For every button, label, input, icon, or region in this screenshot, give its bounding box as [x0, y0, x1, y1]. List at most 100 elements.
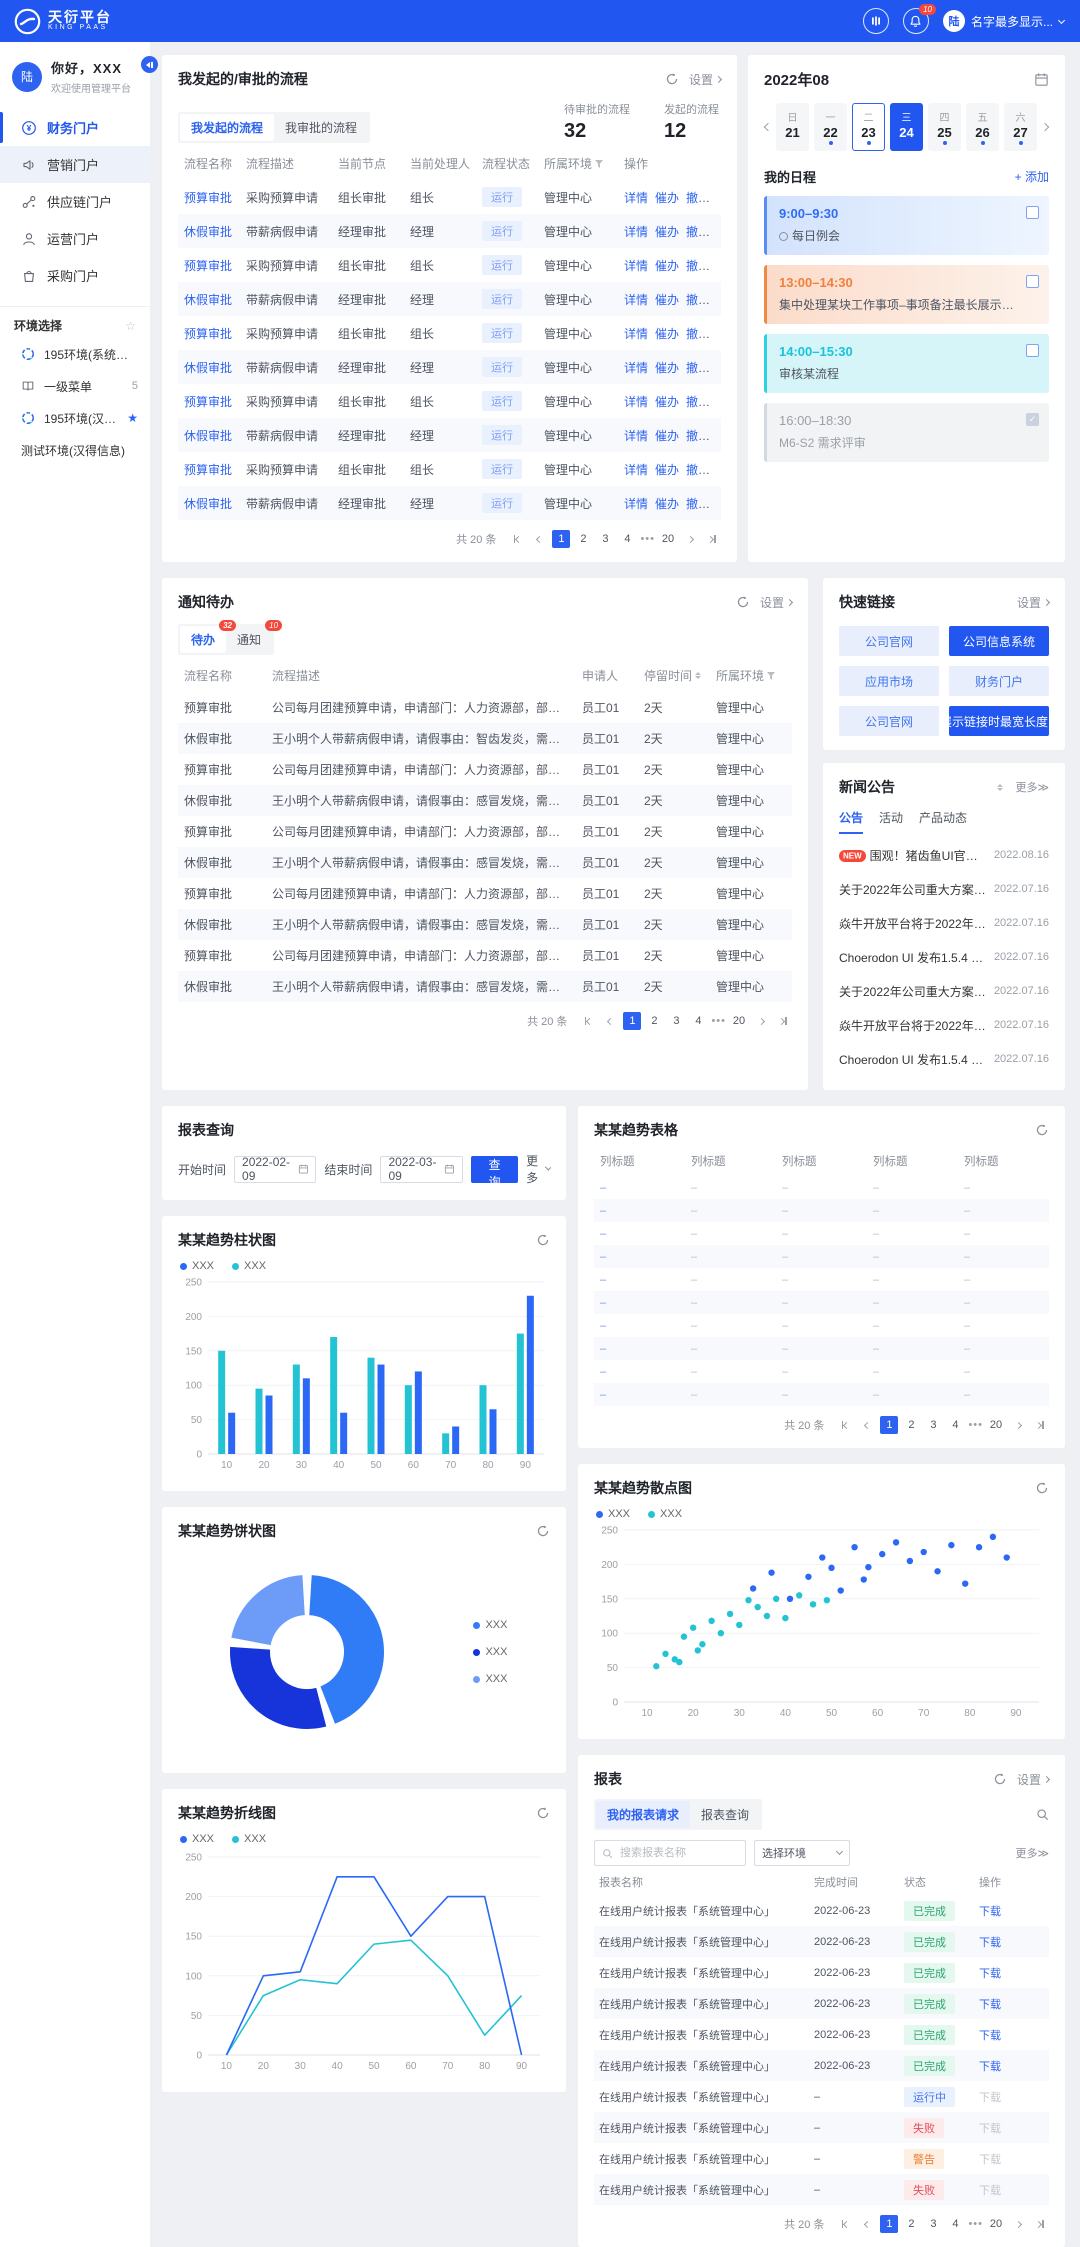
- tab-activity[interactable]: 活动: [879, 811, 904, 825]
- action-link[interactable]: 催办: [655, 394, 680, 409]
- apps-icon[interactable]: [862, 8, 889, 34]
- tab-announcement[interactable]: 公告: [839, 809, 864, 834]
- page-button[interactable]: 4: [624, 533, 631, 545]
- pager-first[interactable]: [508, 530, 526, 548]
- calendar-next-button[interactable]: [1040, 122, 1050, 132]
- start-date-input[interactable]: 2022-02-09: [234, 1155, 317, 1183]
- download-link[interactable]: 下载: [979, 1905, 1001, 1918]
- legend-item[interactable]: XXX: [232, 1260, 266, 1272]
- calendar-day[interactable]: 四 25: [928, 103, 961, 151]
- calendar-day[interactable]: 日 21: [776, 103, 809, 151]
- tab-product-news[interactable]: 产品动态: [919, 811, 968, 825]
- action-link[interactable]: 撤回: [686, 292, 711, 307]
- bell-icon[interactable]: 10: [902, 4, 936, 34]
- quick-link-button[interactable]: 展示链接时最宽长度...: [949, 706, 1049, 736]
- flow-name[interactable]: 预算审批: [184, 326, 233, 341]
- sidebar-env-195-hand[interactable]: 195环境(汉得信息) ★: [0, 402, 150, 434]
- action-link[interactable]: 催办: [655, 462, 680, 477]
- download-link[interactable]: 下载: [979, 1998, 1001, 2011]
- action-link[interactable]: 撤回: [686, 394, 711, 409]
- add-schedule-button[interactable]: + 添加: [1014, 170, 1049, 184]
- event-checkbox[interactable]: [1026, 206, 1039, 219]
- sidebar-collapse-button[interactable]: [141, 56, 158, 73]
- flow-name[interactable]: 预算审批: [184, 462, 233, 477]
- quick-link-button[interactable]: 公司官网: [839, 706, 939, 736]
- brand-logo[interactable]: 天衍平台 KING PAAS: [14, 8, 112, 35]
- quick-link-button[interactable]: 应用市场: [839, 666, 939, 696]
- legend-item[interactable]: XXX: [232, 1833, 266, 1845]
- pager-last[interactable]: [774, 1012, 792, 1030]
- page-button[interactable]: 20: [732, 1015, 746, 1027]
- page-button[interactable]: 1: [880, 2215, 899, 2233]
- flow-name[interactable]: 休假审批: [178, 350, 240, 384]
- sidebar-item-procurement[interactable]: 采购门户: [0, 257, 150, 294]
- page-button[interactable]: 1: [552, 530, 571, 548]
- user-menu[interactable]: 陆 名字最多显示...: [942, 10, 1066, 32]
- legend-item[interactable]: XXX: [596, 1508, 630, 1520]
- refresh-icon[interactable]: [1035, 1123, 1049, 1137]
- pager-last[interactable]: [1031, 1416, 1049, 1434]
- pager-first[interactable]: [836, 1416, 854, 1434]
- calendar-icon[interactable]: [1034, 72, 1049, 87]
- tab-my-report-requests[interactable]: 我的报表请求: [596, 1801, 691, 1828]
- refresh-icon[interactable]: [536, 1806, 550, 1820]
- sidebar-item-supply-chain[interactable]: 供应链门户: [0, 183, 150, 220]
- action-link[interactable]: 催办: [655, 292, 680, 307]
- action-link[interactable]: 催办: [655, 496, 680, 511]
- tab-my-initiated[interactable]: 我发起的流程: [180, 114, 275, 141]
- tab-report-query[interactable]: 报表查询: [701, 1808, 750, 1822]
- event-checkbox[interactable]: [1026, 344, 1039, 357]
- page-button[interactable]: 1: [880, 1416, 899, 1434]
- action-link[interactable]: 详情: [624, 360, 649, 375]
- quick-links-settings-button[interactable]: 设置: [1017, 594, 1051, 611]
- legend-item[interactable]: XXX: [473, 1619, 507, 1631]
- page-button[interactable]: 1: [623, 1012, 642, 1030]
- tab-my-approved[interactable]: 我审批的流程: [285, 121, 358, 135]
- news-item[interactable]: 关于2022年公司重大方案决策通知 2022.07.16: [839, 872, 1049, 906]
- action-link[interactable]: 催办: [655, 326, 680, 341]
- sidebar-item-operations[interactable]: 运营门户: [0, 220, 150, 257]
- action-link[interactable]: 催办: [655, 224, 680, 239]
- action-link[interactable]: 详情: [624, 292, 649, 307]
- page-button[interactable]: 4: [952, 2218, 959, 2230]
- legend-item[interactable]: XXX: [473, 1673, 507, 1685]
- flow-name[interactable]: 休假审批: [178, 282, 240, 316]
- news-item[interactable]: Choerodon UI 发布1.5.4 版本 2022.07.16: [839, 940, 1049, 974]
- quick-link-button[interactable]: 公司官网: [839, 626, 939, 656]
- action-link[interactable]: 详情: [624, 190, 649, 205]
- action-link[interactable]: 撤回: [686, 224, 711, 239]
- todo-settings-button[interactable]: 设置: [760, 594, 794, 611]
- refresh-icon[interactable]: [993, 1772, 1007, 1786]
- action-link[interactable]: 详情: [624, 258, 649, 273]
- refresh-icon[interactable]: [665, 72, 679, 86]
- page-button[interactable]: 20: [989, 2218, 1003, 2230]
- legend-item[interactable]: XXX: [180, 1260, 214, 1272]
- action-link[interactable]: 撤回: [686, 190, 711, 205]
- env-select[interactable]: 选择环境: [754, 1840, 850, 1866]
- action-link[interactable]: 详情: [624, 224, 649, 239]
- download-link[interactable]: 下载: [979, 1936, 1001, 1949]
- news-item[interactable]: 关于2022年公司重大方案决策通知 2022.07.16: [839, 974, 1049, 1008]
- pager-prev[interactable]: [530, 530, 548, 548]
- action-link[interactable]: 详情: [624, 462, 649, 477]
- page-button[interactable]: 2: [580, 533, 587, 545]
- pager-next[interactable]: [752, 1012, 770, 1030]
- refresh-icon[interactable]: [536, 1524, 550, 1538]
- flow-name[interactable]: 休假审批: [178, 486, 240, 520]
- action-link[interactable]: 催办: [655, 258, 680, 273]
- news-item[interactable]: Choerodon UI 发布1.5.4 版本 2022.07.16: [839, 1042, 1049, 1076]
- refresh-icon[interactable]: [736, 595, 750, 609]
- action-link[interactable]: 撤回: [686, 258, 711, 273]
- action-link[interactable]: 催办: [655, 190, 680, 205]
- query-more-button[interactable]: 更多: [526, 1152, 552, 1186]
- page-button[interactable]: 2: [651, 1015, 658, 1027]
- flow-name[interactable]: 休假审批: [178, 214, 240, 248]
- legend-item[interactable]: XXX: [473, 1646, 507, 1658]
- download-link[interactable]: 下载: [979, 2029, 1001, 2042]
- action-link[interactable]: 撤回: [686, 428, 711, 443]
- page-button[interactable]: 3: [930, 2218, 937, 2230]
- page-button[interactable]: 3: [930, 1419, 937, 1431]
- report-search-input[interactable]: [618, 1846, 728, 1860]
- calendar-prev-button[interactable]: [763, 122, 773, 132]
- sidebar-env-test-hand[interactable]: 测试环境(汉得信息): [21, 443, 125, 458]
